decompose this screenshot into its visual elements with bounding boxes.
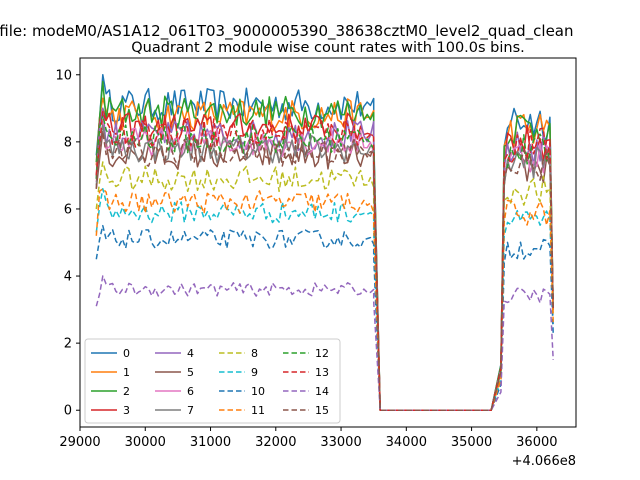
legend-label-8: 8 (251, 347, 258, 360)
y-tick-label: 4 (64, 270, 72, 285)
x-tick-label: 29000 (59, 435, 100, 450)
legend-label-15: 15 (315, 404, 329, 417)
legend-box (84, 338, 341, 424)
legend-label-10: 10 (251, 385, 265, 398)
legend-label-11: 11 (251, 404, 265, 417)
series-line-12 (95, 114, 554, 411)
legend-label-6: 6 (187, 385, 194, 398)
legend-label-2: 2 (123, 385, 130, 398)
legend-label-13: 13 (315, 366, 329, 379)
y-tick-label: 6 (64, 202, 72, 217)
x-tick-label: 32000 (255, 435, 296, 450)
x-axis: 29000 30000 31000 32000 33000 34000 35000 36000 (59, 427, 558, 450)
legend-label-5: 5 (187, 366, 194, 379)
y-axis: 0 2 4 6 8 10 (55, 68, 80, 419)
series-line-13 (95, 110, 554, 411)
legend-label-1: 1 (123, 366, 130, 379)
legend-label-3: 3 (123, 404, 130, 417)
plot-area-frame (79, 57, 577, 428)
legend-label-7: 7 (187, 404, 194, 417)
legend-label-4: 4 (187, 347, 194, 360)
x-tick-label: 35000 (451, 435, 492, 450)
chart-title: Quadrant 2 module wise count rates with … (131, 40, 525, 56)
y-tick-label: 10 (55, 68, 72, 83)
x-tick-label: 33000 (320, 435, 361, 450)
x-offset-label: +4.066e8 (512, 454, 576, 469)
legend-label-12: 12 (315, 347, 329, 360)
legend-label-9: 9 (251, 366, 258, 379)
series-layer (95, 74, 554, 411)
x-tick-label: 30000 (125, 435, 166, 450)
y-tick-label: 2 (64, 337, 72, 352)
x-tick-label: 36000 (516, 435, 557, 450)
legend-label-14: 14 (315, 385, 329, 398)
series-line-11 (95, 188, 554, 411)
x-tick-label: 34000 (386, 435, 427, 450)
y-tick-label: 8 (64, 135, 72, 150)
series-line-15 (95, 131, 554, 411)
legend-label-0: 0 (123, 347, 130, 360)
y-tick-label: 0 (64, 404, 72, 419)
suptitle: n file: modeM0/AS1A12_061T03_9000005390_… (0, 22, 574, 41)
x-tick-label: 31000 (190, 435, 231, 450)
